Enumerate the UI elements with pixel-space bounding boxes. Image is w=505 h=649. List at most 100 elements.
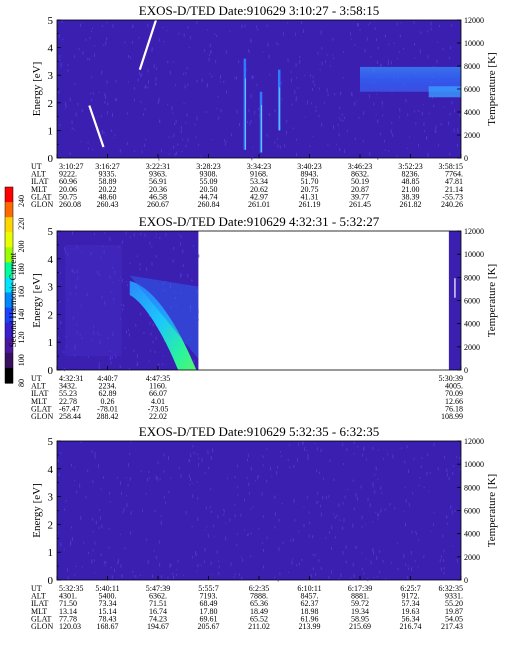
noise-speck [288, 572, 290, 574]
noise-speck [178, 233, 180, 235]
noise-speck [343, 518, 345, 523]
noise-speck [101, 115, 102, 118]
noise-speck [159, 562, 161, 567]
noise-speck [319, 504, 321, 508]
noise-speck [369, 22, 371, 25]
noise-speck [335, 536, 336, 539]
noise-speck [73, 54, 75, 59]
x-axis-value: 20.62 [250, 185, 268, 194]
noise-speck [407, 576, 409, 579]
noise-speck [311, 102, 313, 105]
noise-speck [77, 247, 79, 249]
noise-speck [325, 60, 327, 63]
noise-speck [297, 87, 299, 89]
noise-speck [314, 553, 316, 557]
noise-speck [423, 104, 425, 106]
noise-speck [385, 34, 386, 38]
white-trace [88, 105, 105, 148]
noise-speck [230, 562, 232, 567]
noise-speck [441, 555, 442, 559]
noise-speck [289, 466, 291, 469]
noise-speck [294, 518, 296, 522]
colorbar-tick: 80 [17, 379, 26, 387]
noise-speck [372, 482, 374, 486]
x-axis-value: 58.89 [99, 177, 117, 186]
noise-speck [218, 116, 220, 119]
noise-speck [187, 83, 189, 86]
noise-speck [147, 23, 149, 28]
noise-speck [210, 510, 212, 513]
noise-speck [333, 125, 334, 129]
noise-speck [122, 240, 124, 244]
noise-speck [282, 541, 284, 544]
noise-speck [393, 42, 395, 44]
noise-speck [435, 131, 437, 133]
panel-2: EXOS-D/TED Date:910629 4:32:31 - 5:32:27… [31, 214, 498, 421]
y-axis-label: Energy [eV] [31, 483, 43, 537]
noise-speck [332, 54, 334, 56]
noise-speck [137, 78, 139, 82]
noise-speck [124, 41, 126, 44]
noise-speck [187, 26, 189, 29]
row-label: GLON [31, 200, 53, 209]
noise-speck [189, 474, 190, 478]
noise-speck [247, 120, 248, 123]
noise-speck [88, 551, 90, 555]
noise-speck [138, 71, 140, 76]
noise-speck [152, 323, 154, 327]
noise-speck [336, 143, 338, 145]
noise-speck [60, 542, 62, 547]
noise-speck [204, 472, 206, 475]
x-axis-value: 8632. [351, 170, 369, 179]
noise-speck [291, 103, 293, 106]
noise-speck [353, 507, 355, 510]
band-low [428, 86, 461, 98]
noise-speck [70, 292, 71, 295]
noise-speck [369, 152, 371, 156]
noise-speck [451, 100, 453, 105]
noise-speck [405, 563, 406, 566]
x-axis-value: -73.05 [148, 404, 169, 413]
noise-speck [143, 331, 145, 334]
noise-speck [237, 486, 239, 488]
noise-speck [59, 59, 61, 62]
x-axis-value: 4:40:7 [97, 374, 117, 383]
noise-speck [158, 38, 160, 42]
noise-speck [103, 147, 105, 150]
noise-speck [217, 515, 219, 519]
noise-speck [197, 318, 199, 321]
noise-speck [268, 54, 270, 59]
noise-speck [196, 453, 198, 455]
row-label: GLAT [31, 614, 52, 623]
noise-speck [317, 492, 319, 495]
noise-speck [319, 68, 321, 71]
noise-speck [403, 510, 405, 512]
noise-speck [363, 448, 364, 451]
x-axis-value: 4:32:31 [59, 374, 83, 383]
noise-speck [97, 464, 99, 468]
x-axis-value: 62.89 [99, 389, 117, 398]
noise-speck [114, 271, 116, 275]
noise-speck [144, 233, 146, 237]
noise-speck [406, 147, 408, 149]
noise-speck [107, 337, 109, 340]
noise-speck [354, 43, 356, 46]
noise-speck [370, 560, 372, 565]
x-axis-value: 22.02 [149, 412, 167, 421]
noise-speck [276, 466, 278, 469]
noise-speck [262, 542, 263, 544]
noise-speck [245, 101, 247, 103]
x-axis-value: 3:58:15 [439, 162, 463, 171]
noise-speck [158, 367, 160, 371]
noise-speck [278, 546, 280, 551]
x-axis-value: 62.37 [301, 599, 319, 608]
noise-speck [380, 486, 382, 490]
noise-speck [307, 100, 309, 105]
noise-speck [212, 525, 214, 528]
row-label: ILAT [31, 389, 48, 398]
noise-speck [124, 547, 126, 550]
noise-speck [92, 530, 94, 533]
noise-speck [329, 459, 331, 462]
noise-speck [287, 22, 289, 24]
